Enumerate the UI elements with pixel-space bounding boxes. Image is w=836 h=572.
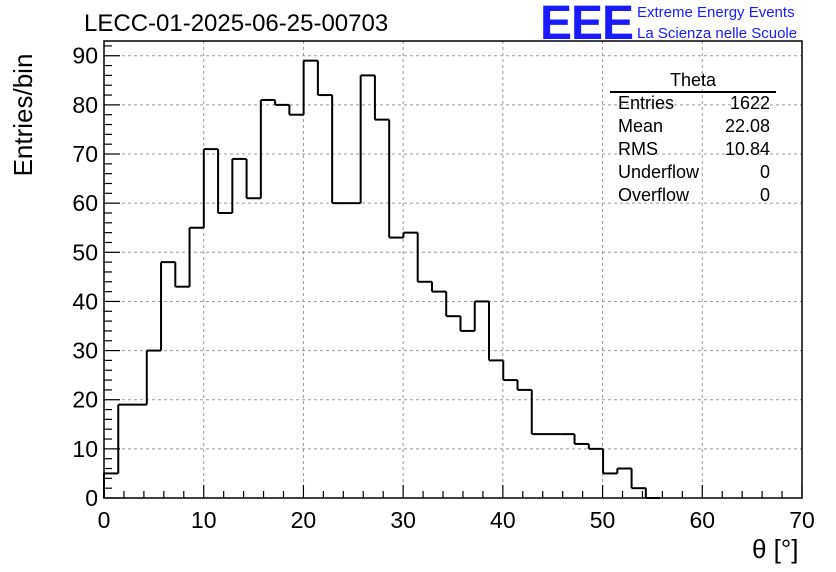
x-tick-label: 20	[291, 507, 317, 533]
stat-value: 22.08	[724, 116, 770, 136]
run-title: LECC-01-2025-06-25-00703	[84, 10, 389, 37]
x-axis-label: θ [°]	[752, 534, 799, 564]
x-tick-label: 60	[689, 507, 715, 533]
y-tick-label: 70	[72, 141, 98, 167]
plot-frame	[103, 40, 803, 499]
y-tick-label: 60	[72, 190, 98, 216]
y-tick-label: 80	[72, 92, 98, 118]
stat-name: Entries	[618, 93, 675, 113]
stat-row-overflow: Overflow 0	[610, 185, 770, 207]
stat-row-entries: Entries 1622	[610, 93, 770, 115]
x-tick-label: 50	[590, 507, 616, 533]
stat-row-underflow: Underflow 0	[610, 162, 770, 184]
stat-row-mean: Mean 22.08	[610, 116, 770, 138]
stat-name: Mean	[618, 116, 664, 136]
stat-value: 0	[759, 185, 770, 205]
y-tick-label: 90	[72, 43, 98, 69]
logo-line-1: Extreme Energy Events	[637, 4, 795, 21]
y-tick-label: 40	[72, 288, 98, 314]
stat-name: Underflow	[618, 162, 700, 182]
y-tick-label: 30	[72, 338, 98, 364]
y-tick-label: 20	[72, 387, 98, 413]
stat-name: Overflow	[618, 185, 690, 205]
stat-row-rms: RMS 10.84	[610, 139, 770, 161]
x-tick-label: 10	[191, 507, 217, 533]
x-tick-label: 70	[789, 507, 815, 533]
stat-name: RMS	[618, 139, 658, 159]
y-tick-label: 50	[72, 239, 98, 265]
stat-value: 1622	[729, 93, 770, 113]
stats-divider	[610, 91, 776, 93]
x-tick-label: 0	[98, 507, 111, 533]
eee-logo: EEE	[540, 0, 634, 50]
stat-value: 0	[759, 162, 770, 182]
stats-title: Theta	[669, 70, 717, 90]
x-tick-label: 30	[390, 507, 416, 533]
y-tick-label: 10	[72, 436, 98, 462]
x-tick-label: 40	[490, 507, 516, 533]
stat-value: 10.84	[724, 139, 770, 159]
y-tick-label: 0	[85, 485, 98, 511]
logo-line-2: La Scienza nelle Scuole	[637, 25, 798, 42]
